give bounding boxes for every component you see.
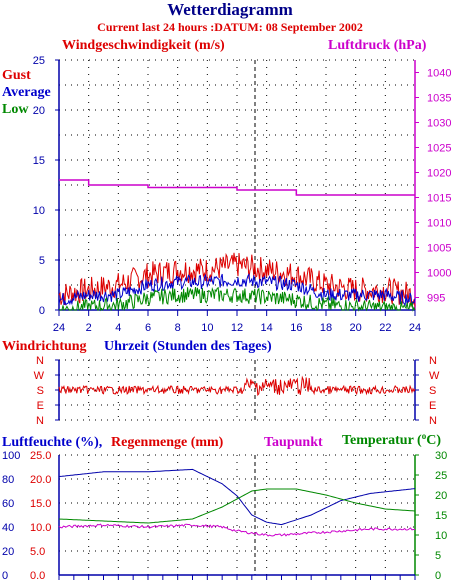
p-tick-label: 995 (427, 293, 445, 305)
temp-tick-label: 10 (435, 530, 447, 542)
rain-tick-label: 15.0 (30, 498, 51, 510)
dir-label-right: N (429, 415, 437, 427)
p-tick-label: 1000 (427, 268, 451, 280)
series-low (58, 286, 416, 312)
x-tick-label: 22 (379, 322, 391, 334)
x-tick-label: 10 (201, 322, 213, 334)
dir-label-left: W (34, 370, 45, 382)
hum-tick-label: 40 (2, 522, 14, 534)
p-tick-label: 1035 (427, 93, 451, 105)
x-tick-label: 6 (145, 322, 151, 334)
p-tick-label: 1030 (427, 118, 451, 130)
temperature-title: Temperatur (oC) (342, 431, 441, 448)
y-tick-label: 25 (33, 55, 45, 67)
rain-tick-label: 5.0 (30, 546, 45, 558)
x-tick-label: 24 (409, 322, 421, 334)
rain-tick-label: 10.0 (30, 522, 51, 534)
humidity-title: Luftfeuchte (%), (2, 435, 102, 450)
temp-tick-label: 25 (435, 470, 447, 482)
temp-tick-label: 5 (435, 550, 441, 562)
series-dewpoint (58, 523, 416, 537)
x-tick-label: 18 (320, 322, 332, 334)
p-tick-label: 1005 (427, 243, 451, 255)
y-tick-label: 0 (39, 305, 45, 317)
series-temperature (58, 488, 416, 524)
rain-title: Regenmenge (mm) (111, 435, 224, 450)
x-tick-label: 16 (290, 322, 302, 334)
temp-tick-label: 0 (435, 570, 441, 582)
chart-title: Wetterdiagramm (167, 0, 293, 19)
time-axis-title: Uhrzeit (Stunden des Tages) (104, 339, 272, 354)
direction-panel: N NW WS SE EN N (34, 355, 440, 427)
x-tick-label: 14 (261, 322, 273, 334)
hum-tick-label: 80 (2, 474, 14, 486)
p-tick-label: 1015 (427, 193, 451, 205)
x-tick-label: 4 (115, 322, 121, 334)
dir-label-left: E (37, 400, 44, 412)
chart-subtitle: Current last 24 hours :DATUM: 08 Septemb… (97, 20, 363, 34)
legend-gust: Gust (2, 68, 31, 83)
p-tick-label: 1040 (427, 68, 451, 80)
dir-label-left: N (36, 415, 44, 427)
y-tick-label: 15 (33, 155, 45, 167)
dir-label-right: N (429, 355, 437, 367)
series-gust (58, 252, 416, 308)
temp-tick-label: 15 (435, 510, 447, 522)
humidity-panel: 0 20 40 60 80 100 0.0 5.0 10.0 15.0 20.0 25.0 0 5 10 15… (2, 450, 447, 582)
p-tick-label: 1020 (427, 168, 451, 180)
p-tick-label: 1010 (427, 218, 451, 230)
hum-tick-label: 100 (2, 450, 20, 462)
series-pressure (59, 179, 415, 196)
rain-tick-label: 0.0 (30, 570, 45, 582)
temp-tick-label: 20 (435, 490, 447, 502)
series-average (58, 272, 416, 307)
pressure-title: Luftdruck (hPa) (328, 38, 427, 53)
x-tick-label: 24 (53, 322, 65, 334)
x-tick-label: 12 (231, 322, 243, 334)
direction-title: Windrichtung (2, 339, 87, 354)
series-humidity (58, 468, 416, 526)
x-tick-label: 8 (175, 322, 181, 334)
dir-label-right: E (429, 400, 436, 412)
rain-tick-label: 20.0 (30, 474, 51, 486)
dir-label-left: S (37, 385, 44, 397)
dewpoint-title: Taupunkt (264, 435, 323, 450)
y-tick-label: 5 (39, 255, 45, 267)
x-tick-label: 2 (86, 322, 92, 334)
series-direction (58, 375, 416, 397)
x-tick-label: 20 (350, 322, 362, 334)
hum-tick-label: 60 (2, 498, 14, 510)
y-tick-label: 20 (33, 105, 45, 117)
dir-label-left: N (36, 355, 44, 367)
temp-tick-label: 30 (435, 450, 447, 462)
hum-tick-label: 0 (2, 570, 8, 582)
legend-average: Average (2, 85, 51, 100)
dir-label-right: S (429, 385, 436, 397)
wind-panel: 0510152025995100010051010101510201025103… (33, 55, 452, 334)
dir-label-right: W (429, 370, 440, 382)
legend-low: Low (2, 102, 29, 117)
y-tick-label: 10 (33, 205, 45, 217)
p-tick-label: 1025 (427, 143, 451, 155)
rain-tick-label: 25.0 (30, 450, 51, 462)
hum-tick-label: 20 (2, 546, 14, 558)
wind-title: Windgeschwindigkeit (m/s) (62, 38, 225, 53)
